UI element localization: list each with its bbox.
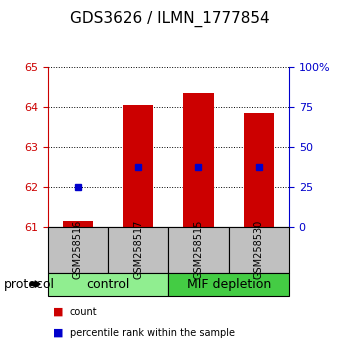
Bar: [63, 221, 93, 227]
Text: percentile rank within the sample: percentile rank within the sample: [70, 328, 235, 338]
Bar: [244, 113, 274, 227]
Text: MIF depletion: MIF depletion: [187, 278, 271, 291]
Text: protocol: protocol: [3, 278, 54, 291]
Text: GSM258515: GSM258515: [193, 220, 203, 279]
Text: GSM258530: GSM258530: [254, 220, 264, 279]
Text: ■: ■: [53, 307, 63, 316]
Text: GDS3626 / ILMN_1777854: GDS3626 / ILMN_1777854: [70, 11, 270, 27]
Text: ■: ■: [53, 328, 63, 338]
Bar: [183, 93, 214, 227]
Text: control: control: [86, 278, 130, 291]
Text: GSM258516: GSM258516: [73, 220, 83, 279]
Bar: [123, 105, 153, 227]
Text: count: count: [70, 307, 97, 316]
Text: GSM258517: GSM258517: [133, 220, 143, 279]
